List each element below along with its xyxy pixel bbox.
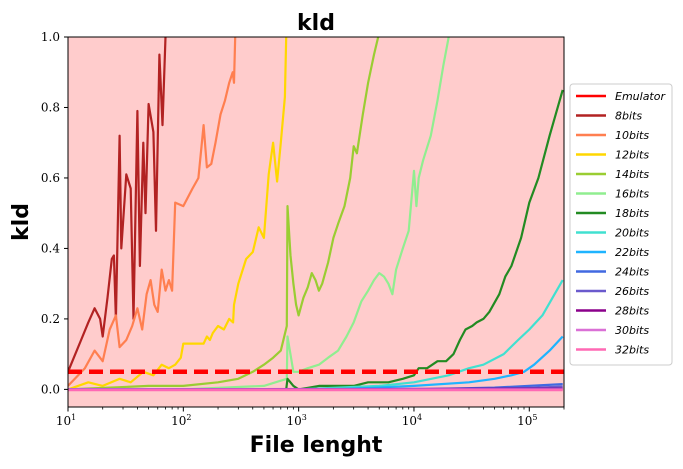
plot-frame [67,36,565,408]
plot-background [68,37,564,407]
legend-entry: 8bits [615,110,642,123]
x-axis-label: File lenght [250,433,383,458]
y-tick-label: 0.6 [41,171,60,185]
legend-box [569,83,673,366]
x-tick-label: 105 [517,413,537,428]
legend-entry: Emulator [615,90,666,103]
y-tick-label: 0.2 [41,312,60,326]
series-line-10bits [68,37,237,387]
legend-entry: 14bits [615,168,649,181]
legend-entry: 22bits [615,246,649,259]
legend-entry: 10bits [615,129,649,142]
x-tick-label: 104 [402,413,422,428]
legend-entry: 24bits [615,266,649,279]
y-tick-label: 1.0 [41,30,60,44]
legend-entry: 26bits [615,285,649,298]
y-axis-label: kld [9,203,34,241]
x-tick-label: 101 [56,413,76,428]
legend-entry: 28bits [615,305,649,318]
y-tick-label: 0.0 [41,382,60,396]
legend-entry: 30bits [615,324,649,337]
x-tick-label: 102 [171,413,191,428]
y-tick-label: 0.8 [41,100,60,114]
series-line-12bits [68,37,288,391]
legend-entry: 20bits [615,227,649,240]
legend-entry: 18bits [615,207,649,220]
x-tick-label: 103 [286,413,306,428]
legend-entry: 32bits [615,344,649,357]
series-line-14bits [68,37,380,391]
legend-entry: 12bits [615,149,649,162]
series-line-20bits [68,279,564,391]
series-line-22bits [68,335,564,391]
legend: Emulator 8bits 10bits 12bits 14bits 16bits 18b… [569,83,673,366]
y-tick-label: 0.4 [41,241,60,255]
chart-title: kld [297,11,335,36]
series-line-16bits [68,37,450,391]
legend-entry: 16bits [615,188,649,201]
series-line-8bits [68,37,167,373]
